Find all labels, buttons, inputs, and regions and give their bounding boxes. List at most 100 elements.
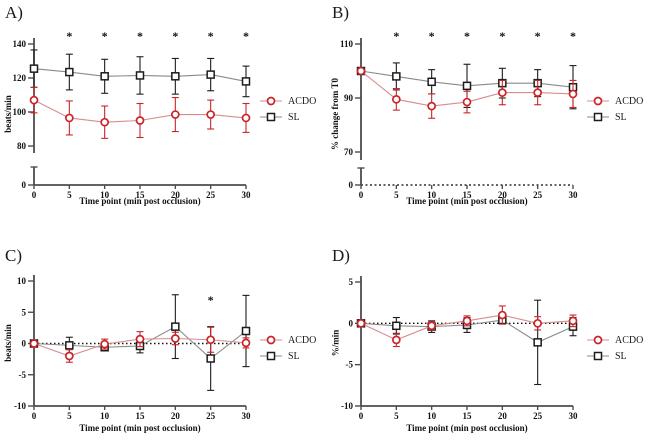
panel-c: 10 5 0 -5 -10 0 5 10 15 20 25 30 * C) beats/min Time… xyxy=(0,224,326,448)
svg-text:-10: -10 xyxy=(341,401,353,411)
svg-text:20: 20 xyxy=(498,411,508,421)
x-axis-title-c: Time point (min post occlusion) xyxy=(79,423,201,433)
svg-text:5: 5 xyxy=(22,307,27,317)
legend-label-acdo: ACDO xyxy=(288,95,317,107)
svg-text:*: * xyxy=(570,29,576,43)
plot-canvas-b: 110 90 70 00 5 10 15 20 25 30 * * * * * * xyxy=(340,29,579,200)
svg-text:100: 100 xyxy=(13,107,27,117)
svg-text:0: 0 xyxy=(359,411,364,421)
acdo-marker-icon xyxy=(587,335,609,345)
legend-item-acdo: ACDO xyxy=(259,95,316,107)
acdo-marker-icon xyxy=(587,96,609,106)
legend-item-sl: SL xyxy=(586,350,643,362)
legend-d: ACDO SL xyxy=(586,334,643,366)
legend-b: ACDO SL xyxy=(586,95,643,127)
svg-text:10: 10 xyxy=(17,276,27,286)
svg-text:80: 80 xyxy=(17,141,27,151)
svg-text:30: 30 xyxy=(569,190,579,200)
sl-marker-icon xyxy=(587,112,609,122)
svg-text:20: 20 xyxy=(498,190,508,200)
svg-text:0: 0 xyxy=(32,190,37,200)
svg-text:25: 25 xyxy=(533,411,543,421)
acdo-marker-icon xyxy=(260,335,282,345)
legend-label-sl: SL xyxy=(288,350,300,362)
plot-canvas-a: 140 120 100 80 00 5 10 15 20 25 30 * * * * * * xyxy=(13,29,252,200)
sl-marker-icon xyxy=(260,112,282,122)
svg-text:*: * xyxy=(137,29,143,43)
legend-item-sl: SL xyxy=(586,111,643,123)
svg-text:10: 10 xyxy=(427,190,437,200)
svg-text:0: 0 xyxy=(22,339,27,349)
legend-label-sl: SL xyxy=(615,111,627,123)
svg-text:15: 15 xyxy=(463,190,473,200)
svg-text:70: 70 xyxy=(344,147,354,157)
svg-text:5: 5 xyxy=(394,190,399,200)
legend-item-sl: SL xyxy=(259,111,316,123)
x-axis-title-d: Time point (min post occlusion) xyxy=(406,423,528,433)
svg-text:5: 5 xyxy=(67,190,72,200)
legend-item-acdo: ACDO xyxy=(586,334,643,346)
acdo-marker-icon xyxy=(260,96,282,106)
svg-text:30: 30 xyxy=(242,190,252,200)
panel-label-a: A) xyxy=(5,3,23,22)
x-axis-title-b: Time point (min post occlusion) xyxy=(406,196,528,206)
svg-text:10: 10 xyxy=(100,190,110,200)
svg-text:120: 120 xyxy=(13,73,27,83)
svg-text:140: 140 xyxy=(13,39,27,49)
legend-item-acdo: ACDO xyxy=(586,95,643,107)
y-axis-title-wrap-a: beats/min xyxy=(0,36,16,192)
y-axis-title-wrap-d: %/min xyxy=(327,268,343,418)
sl-marker-icon xyxy=(260,351,282,361)
svg-text:10: 10 xyxy=(427,411,437,421)
svg-text:-5: -5 xyxy=(19,370,27,380)
y-axis-title-b: % change from T0 xyxy=(330,78,341,150)
svg-text:*: * xyxy=(208,293,214,307)
svg-text:0: 0 xyxy=(32,411,37,421)
svg-text:0: 0 xyxy=(349,318,354,328)
legend-item-acdo: ACDO xyxy=(259,334,316,346)
legend-label-sl: SL xyxy=(288,111,300,123)
svg-text:*: * xyxy=(464,29,470,43)
svg-text:*: * xyxy=(172,29,178,43)
svg-text:10: 10 xyxy=(100,411,110,421)
svg-text:20: 20 xyxy=(171,190,181,200)
svg-text:30: 30 xyxy=(569,411,579,421)
svg-text:20: 20 xyxy=(171,411,181,421)
svg-text:*: * xyxy=(535,29,541,43)
svg-text:*: * xyxy=(208,29,214,43)
panel-a: 140 120 100 80 0 0 5 10 15 20 25 30 * * * * * * A) beats/… xyxy=(0,0,326,224)
legend-item-sl: SL xyxy=(259,350,316,362)
svg-text:*: * xyxy=(243,29,249,43)
legend-c: ACDO SL xyxy=(259,334,316,366)
x-axis-title-a: Time point (min post occlusion) xyxy=(79,196,201,206)
svg-text:*: * xyxy=(499,29,505,43)
svg-text:15: 15 xyxy=(136,190,146,200)
svg-text:25: 25 xyxy=(206,411,216,421)
y-axis-title-c: beats/min xyxy=(3,324,14,362)
svg-text:0: 0 xyxy=(349,180,354,190)
svg-text:-10: -10 xyxy=(14,401,26,411)
svg-text:30: 30 xyxy=(242,411,252,421)
sl-marker-icon xyxy=(587,351,609,361)
legend-label-acdo: ACDO xyxy=(615,334,644,346)
y-axis-title-d: %/min xyxy=(330,329,341,357)
svg-text:90: 90 xyxy=(344,93,354,103)
svg-text:25: 25 xyxy=(533,190,543,200)
svg-text:0: 0 xyxy=(359,190,364,200)
svg-text:5: 5 xyxy=(394,411,399,421)
y-axis-title-wrap-b: % change from T0 xyxy=(327,36,343,192)
svg-text:25: 25 xyxy=(206,190,216,200)
panel-d: 5 0 -5 -10 0 5 10 15 20 25 30 D) %/min Time point … xyxy=(327,224,653,448)
legend-label-acdo: ACDO xyxy=(288,334,317,346)
svg-text:-5: -5 xyxy=(346,360,354,370)
y-axis-title-a: beats/min xyxy=(3,95,14,133)
svg-text:*: * xyxy=(393,29,399,43)
legend-label-acdo: ACDO xyxy=(615,95,644,107)
svg-text:0: 0 xyxy=(22,180,27,190)
legend-a: ACDO SL xyxy=(259,95,316,127)
svg-text:*: * xyxy=(102,29,108,43)
svg-text:15: 15 xyxy=(136,411,146,421)
svg-text:*: * xyxy=(66,29,72,43)
legend-label-sl: SL xyxy=(615,350,627,362)
